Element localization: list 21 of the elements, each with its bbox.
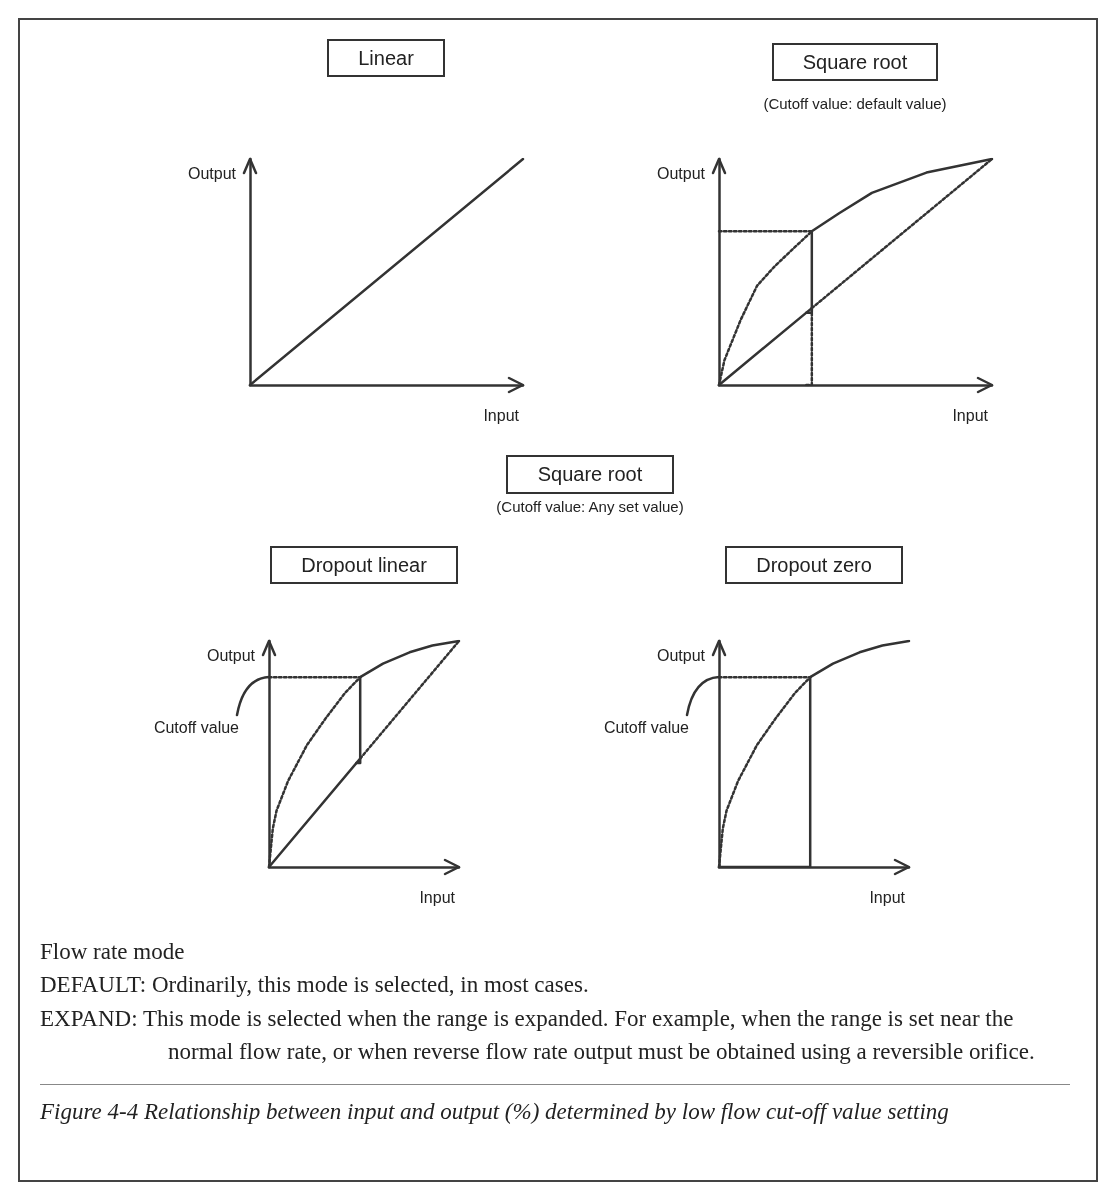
x-axis-title: Input xyxy=(952,406,989,424)
text: EXPAND: This mode is selected when the range is expanded. For example, when the range is set near the normal flow rate, or when reverse flow rate output must be obtained using a reversible orifice. xyxy=(40,1004,1036,1067)
y-axis-title: Output xyxy=(656,646,706,664)
chart-title: Dropout linear xyxy=(301,554,428,576)
x-axis-title: Input xyxy=(419,888,456,906)
caption: Figure 4-4 Relationship between input and output (%) determined by low flow cut-off value setting xyxy=(40,1084,1070,1129)
text: (Cutoff value: Any set value) xyxy=(495,498,685,515)
chart-title: Square root xyxy=(802,51,908,73)
chart-subtitle: (Cutoff value: default value) xyxy=(763,95,947,112)
text: DEFAULT: Ordinarily, this mode is selected, in most cases. xyxy=(40,971,590,1000)
text: Cutoff value xyxy=(153,718,240,736)
y-axis-title: Output xyxy=(656,164,706,182)
y-axis-title: Output xyxy=(187,164,237,182)
x-axis-title: Input xyxy=(483,406,520,424)
text: Flow rate mode xyxy=(40,938,186,966)
text: Cutoff value xyxy=(603,718,690,736)
text: Square root xyxy=(505,455,675,494)
y-axis-title: Output xyxy=(206,646,256,664)
chart-title: Linear xyxy=(358,47,415,69)
chart-title: Dropout zero xyxy=(756,554,872,576)
x-axis-title: Input xyxy=(869,888,906,906)
